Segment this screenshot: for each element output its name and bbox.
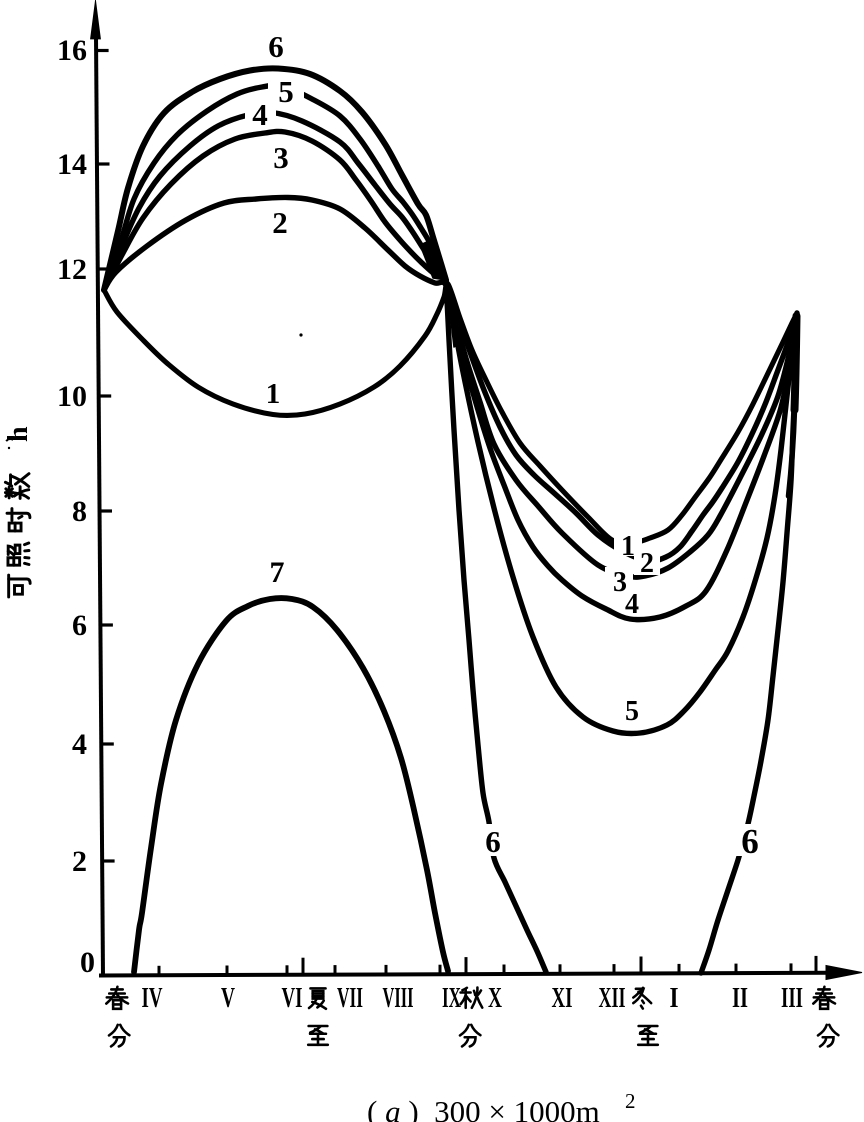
svg-text:1: 1 <box>621 531 635 562</box>
svg-text:( a ) 300 × 1000m: ( a ) 300 × 1000m <box>367 1094 600 1122</box>
svg-text:6: 6 <box>268 29 284 64</box>
svg-text:16: 16 <box>57 34 87 67</box>
svg-text:V: V <box>221 982 235 1014</box>
svg-text:14: 14 <box>57 148 87 181</box>
svg-text:4: 4 <box>72 728 87 761</box>
svg-text:12: 12 <box>57 253 87 286</box>
svg-text:6: 6 <box>741 822 759 861</box>
svg-text:I: I <box>670 982 679 1014</box>
svg-text:4: 4 <box>625 589 639 620</box>
svg-text:2: 2 <box>272 205 288 240</box>
svg-text:X: X <box>488 982 502 1014</box>
svg-text:VII: VII <box>337 982 363 1014</box>
svg-text:5: 5 <box>278 74 294 109</box>
svg-text:3: 3 <box>273 140 289 175</box>
svg-text:2: 2 <box>625 1089 636 1113</box>
svg-text:VI: VI <box>282 982 303 1014</box>
svg-text:5: 5 <box>625 696 639 727</box>
svg-text:10: 10 <box>57 380 87 413</box>
svg-text:XI: XI <box>552 982 573 1014</box>
svg-text:2: 2 <box>640 548 654 579</box>
svg-text:IV: IV <box>142 982 163 1014</box>
svg-text:8: 8 <box>72 495 87 528</box>
svg-text:0: 0 <box>80 946 95 979</box>
svg-text:4: 4 <box>252 97 268 132</box>
svg-text:2: 2 <box>72 845 87 878</box>
svg-text:II: II <box>732 982 748 1014</box>
svg-text:XII: XII <box>599 982 626 1014</box>
svg-text:IX: IX <box>442 982 461 1014</box>
svg-text:h: h <box>3 426 34 442</box>
svg-text:7: 7 <box>270 556 285 589</box>
svg-text:6: 6 <box>485 824 501 859</box>
svg-text:VIII: VIII <box>383 982 414 1014</box>
svg-text:3: 3 <box>613 567 627 598</box>
svg-text:6: 6 <box>72 609 87 642</box>
svg-text:III: III <box>781 982 803 1014</box>
svg-text:1: 1 <box>266 378 281 410</box>
